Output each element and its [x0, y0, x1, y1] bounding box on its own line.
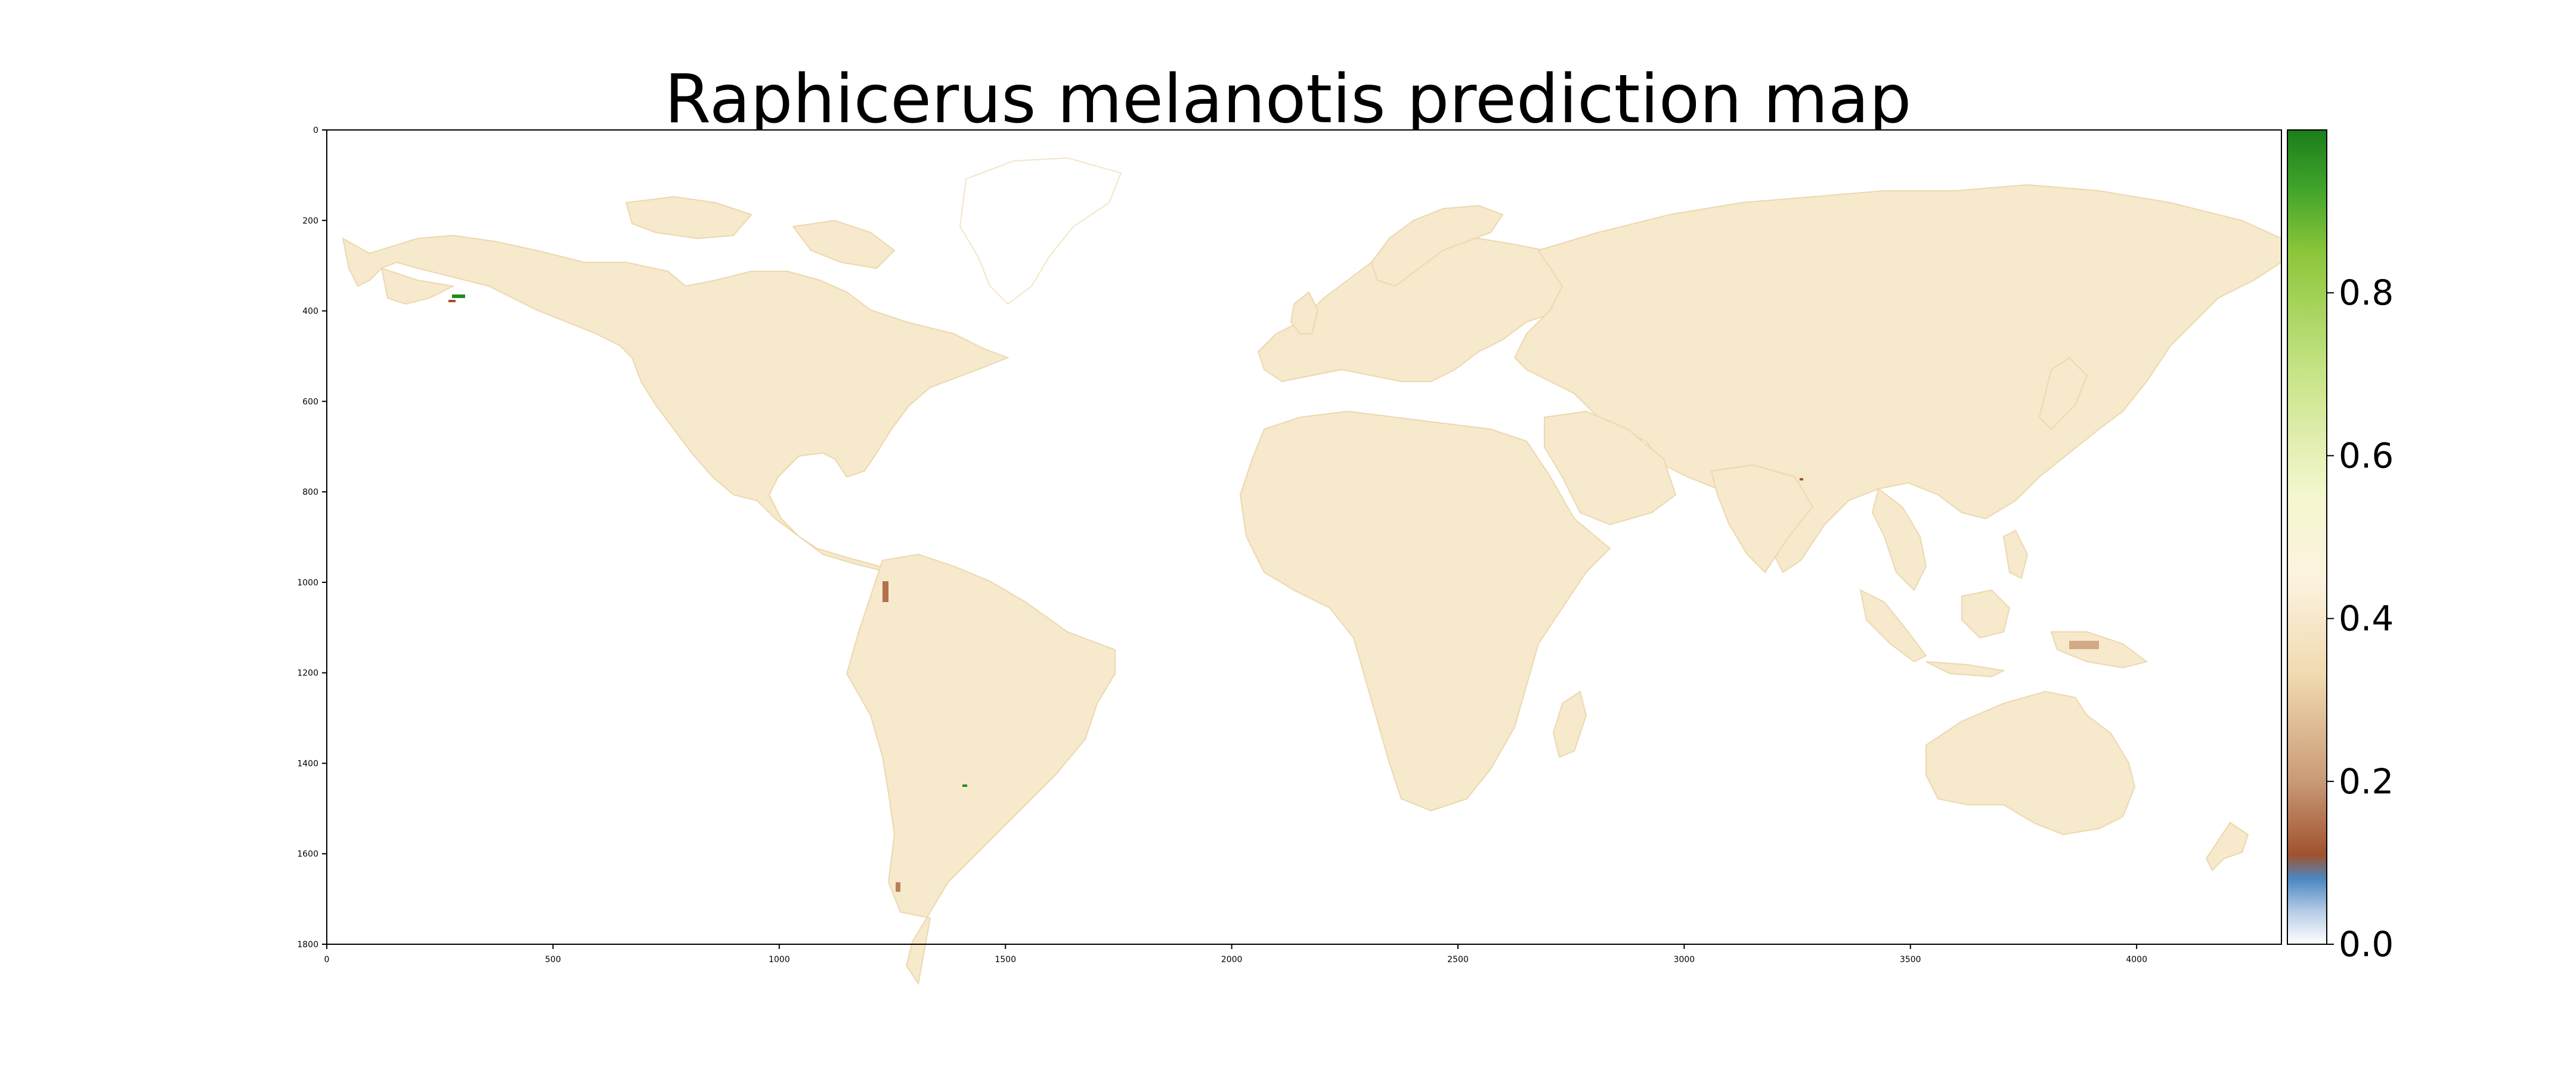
- north-america: [342, 234, 1010, 576]
- x-tick-label: 4000: [2126, 955, 2147, 965]
- new-zealand: [2205, 821, 2249, 872]
- colorbar: 0.0 0.2 0.4 0.6 0.8: [2287, 129, 2394, 965]
- colorbar-gradient: [2287, 129, 2327, 945]
- y-tick-label: 1800: [297, 940, 318, 950]
- arabia: [1544, 410, 1677, 526]
- arctic-islands: [625, 196, 753, 240]
- patch-andes-brown: [883, 581, 888, 602]
- alaska-peninsula: [380, 267, 456, 305]
- y-tick-label: 800: [302, 488, 318, 497]
- borneo: [1961, 589, 2011, 639]
- scandinavia: [1370, 204, 1504, 287]
- madagascar: [1552, 690, 1587, 758]
- colorbar-tick-label: 0.6: [2339, 435, 2394, 476]
- patch-india-brown: [1800, 478, 1803, 480]
- colorbar-tick-label: 0.2: [2339, 761, 2394, 802]
- colorbar-tick-label: 0.4: [2339, 598, 2394, 639]
- baffin-island: [792, 219, 896, 269]
- south-america: [846, 553, 1116, 985]
- x-tick-label: 3000: [1674, 955, 1695, 965]
- asia: [1513, 184, 2282, 573]
- greenland: [959, 157, 1122, 305]
- x-tick-label: 1500: [995, 955, 1016, 965]
- y-tick-label: 600: [302, 397, 318, 407]
- colorbar-tick-label: 0.8: [2339, 272, 2394, 313]
- patch-argentina-green: [962, 784, 967, 787]
- sumatra: [1859, 589, 1927, 663]
- x-axis-ticks: 0 500 1000 1500 2000 2500 3000 3500 4000: [324, 944, 2147, 965]
- patch-newguinea-brown: [2069, 641, 2099, 649]
- y-tick-label: 0: [313, 126, 318, 135]
- x-tick-label: 2500: [1447, 955, 1469, 965]
- japan: [2038, 356, 2088, 430]
- y-axis-ticks: 0 200 400 600 800 1000 1200 1400 1600 1800: [297, 126, 327, 950]
- patch-alaska-brown: [448, 300, 456, 302]
- highlight-patches: [448, 294, 2099, 892]
- patch-alaska-green: [452, 294, 465, 298]
- british-isles: [1290, 291, 1319, 334]
- x-tick-label: 2000: [1221, 955, 1243, 965]
- indochina: [1871, 488, 1927, 591]
- colorbar-ticks: 0.0 0.2 0.4 0.6 0.8: [2327, 272, 2394, 965]
- philippines: [2002, 529, 2029, 579]
- x-tick-label: 3500: [1900, 955, 1921, 965]
- y-tick-label: 200: [302, 216, 318, 226]
- map-title: Raphicerus melanotis prediction map: [664, 61, 1911, 138]
- y-tick-label: 1400: [297, 759, 318, 768]
- y-tick-label: 400: [302, 307, 318, 317]
- x-tick-label: 0: [324, 955, 330, 965]
- y-tick-label: 1600: [297, 849, 318, 859]
- map-frame: [326, 129, 2282, 945]
- y-tick-label: 1200: [297, 669, 318, 678]
- map-panel: 0 500 1000 1500 2000 2500 3000 3500 4000 0 200 400…: [297, 126, 2282, 985]
- java: [1925, 661, 2006, 678]
- colorbar-tick-label: 0.0: [2339, 924, 2394, 965]
- x-tick-label: 1000: [769, 955, 790, 965]
- y-tick-label: 1000: [297, 578, 318, 588]
- india: [1710, 464, 1814, 573]
- africa: [1239, 410, 1611, 812]
- patch-patagonia-brown: [896, 882, 900, 892]
- x-tick-label: 500: [545, 955, 561, 965]
- australia: [1925, 690, 2136, 836]
- landmasses: [342, 157, 2282, 985]
